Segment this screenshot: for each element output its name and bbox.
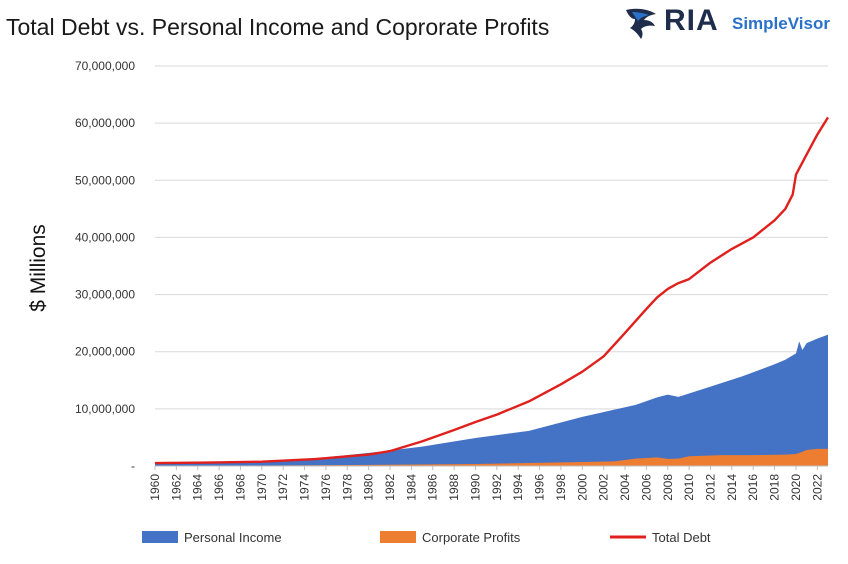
x-tick-label: 2000 [575,474,589,501]
x-tick-label: 1978 [340,474,354,501]
legend-swatch [142,531,178,543]
logo-brand: RIA [664,4,719,37]
x-tick-label: 1988 [447,474,461,501]
y-tick-label: 50,000,000 [75,173,135,187]
x-tick-label: 1996 [533,474,547,501]
x-tick-label: 1982 [383,474,397,501]
x-tick-label: 1998 [554,474,568,501]
y-axis-label: $ Millions [27,224,50,312]
y-tick-label: 20,000,000 [75,345,135,359]
x-tick-label: 2014 [725,474,739,501]
y-tick-label: 10,000,000 [75,402,135,416]
legend: Personal Income Corporate Profits Total De… [142,530,711,545]
x-tick-label: 1964 [191,474,205,501]
x-tick-label: 1968 [233,474,247,501]
x-tick-label: 1972 [276,474,290,501]
x-tick-label: 2010 [682,474,696,501]
ria-simplevisor-logo: RIA SimpleVisor [624,4,844,40]
x-tick-label: 2022 [810,474,824,501]
x-tick-label: 1984 [404,474,418,501]
x-tick-label: 1992 [490,474,504,501]
x-tick-label: 2012 [703,474,717,501]
y-tick-label: 70,000,000 [75,59,135,73]
legend-label: Personal Income [184,530,282,545]
area-layer [155,334,828,466]
x-tick-label: 1960 [148,474,162,501]
line-layer [154,116,830,465]
eagle-logo-icon [626,8,656,39]
axis-layer: - 10,000,000 20,000,000 30,000,000 40,000,00… [75,59,828,501]
y-tick-label: - [131,459,135,473]
personal-income-area [155,334,828,466]
x-tick-label: 1994 [511,474,525,501]
x-tick-label: 2004 [618,474,632,501]
x-tick-label: 2002 [597,474,611,501]
y-tick-label: 60,000,000 [75,116,135,130]
x-tick-label: 1986 [426,474,440,501]
x-tick-label: 1966 [212,474,226,501]
legend-swatch [380,531,416,543]
x-tick-label: 1962 [169,474,183,501]
x-tick-label: 1990 [468,474,482,501]
total-debt-line [154,116,830,465]
x-tick-label: 1974 [298,474,312,501]
x-tick-label: 1980 [362,474,376,501]
y-tick-label: 30,000,000 [75,288,135,302]
x-tick-label: 1970 [255,474,269,501]
x-tick-label: 2018 [768,474,782,501]
corporate-profits-area [155,448,828,466]
x-tick-label: 2008 [661,474,675,501]
x-tick-label: 2020 [789,474,803,501]
grid-layer [155,65,828,410]
chart-title: Total Debt vs. Personal Income and Copro… [6,14,550,40]
y-tick-label: 40,000,000 [75,230,135,244]
legend-label: Total Debt [652,530,711,545]
x-tick-label: 1976 [319,474,333,501]
x-tick-label: 2006 [639,474,653,501]
logo-sub: SimpleVisor [732,14,830,33]
x-tick-label: 2016 [746,474,760,501]
legend-label: Corporate Profits [422,530,521,545]
